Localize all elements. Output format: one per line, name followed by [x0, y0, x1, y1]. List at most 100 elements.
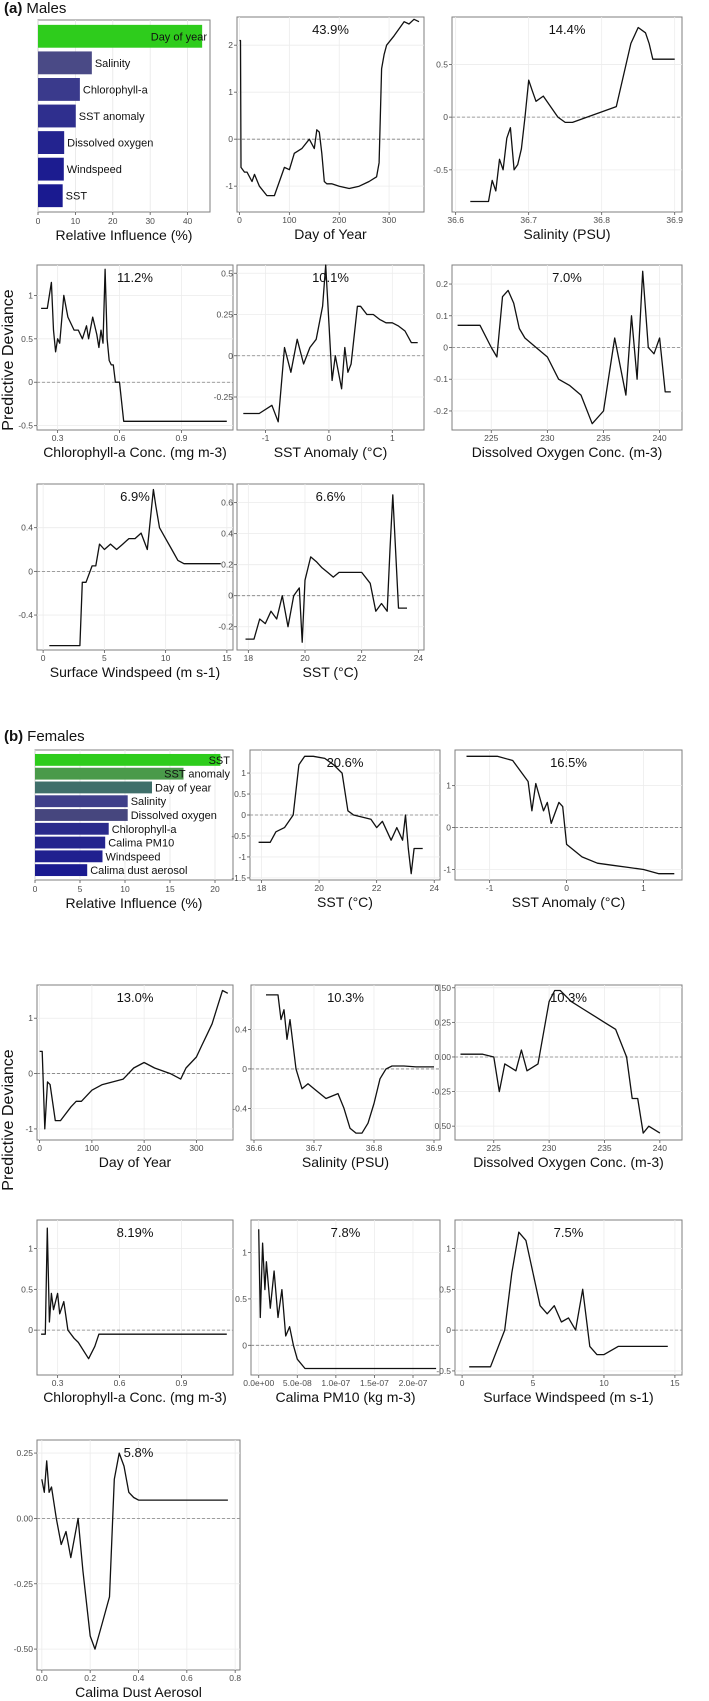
- bar-salinity: [38, 51, 92, 75]
- panel-m1: 0 100 200 300 -1 0 1 2 43.9% Day of Year: [225, 16, 425, 242]
- x-tick-label: 235: [597, 1143, 611, 1153]
- y-tick-label: 1: [28, 1013, 33, 1023]
- partial-dependence-line: [258, 755, 423, 875]
- x-axis-title: Dissolved Oxygen Conc. (m-3): [472, 444, 663, 460]
- x-tick-label: 10: [120, 884, 130, 894]
- influence-percent-label: 20.6%: [327, 755, 364, 770]
- y-tick-label: 0.50: [434, 983, 451, 993]
- influence-percent-label: 5.8%: [124, 1445, 154, 1460]
- influence-percent-label: 7.8%: [331, 1225, 361, 1240]
- bar-label: Chlorophyll-a: [112, 824, 178, 836]
- bar-calima-pm10: [35, 836, 106, 849]
- x-axis-title: Salinity (PSU): [523, 226, 610, 242]
- plot-frame: [454, 749, 683, 881]
- x-tick-label: 5: [102, 653, 107, 663]
- bar-label: Day of year: [151, 31, 208, 43]
- bar-chlorophyll-a: [38, 78, 80, 101]
- y-tick-label: 0.00: [16, 1513, 33, 1523]
- panel-f8: 0 5 10 15 -0.5 0 0.5 1 7.5% Surface Windspeed (m …: [436, 1219, 683, 1405]
- x-tick-label: 0.8: [229, 1673, 241, 1683]
- bar-chlorophyll-a: [35, 822, 109, 835]
- y-tick-label: -0.4: [18, 610, 33, 620]
- x-tick-label: 15: [222, 653, 232, 663]
- y-tick-label: -1: [25, 1124, 33, 1134]
- section-b-label: (b) Females: [4, 728, 85, 745]
- y-tick-label: 0: [242, 1064, 247, 1074]
- x-axis-title: Dissolved Oxygen Conc. (m-3): [473, 1154, 664, 1170]
- y-tick-label: 0: [28, 1325, 33, 1335]
- partial-dependence-line: [41, 268, 227, 422]
- bar-label: Salinity: [95, 58, 131, 70]
- y-tick-label: 2: [228, 40, 233, 50]
- panel-m7: 18 20 22 24 -0.2 0 0.2 0.4 0.6 6.6% SST (°C): [218, 483, 425, 680]
- y-tick-label: -1: [225, 181, 233, 191]
- x-tick-label: 0.0: [36, 1673, 48, 1683]
- bar-windspeed: [35, 850, 103, 863]
- x-tick-label: 10: [599, 1378, 609, 1388]
- bar-day-of-year: [38, 24, 203, 48]
- y-tick-label: 0: [241, 810, 246, 820]
- x-tick-label: 0: [237, 215, 242, 225]
- bar-label: Salinity: [131, 796, 167, 808]
- plot-frame: [36, 1219, 234, 1376]
- x-tick-label: 30: [145, 216, 155, 226]
- x-tick-label: 0: [41, 653, 46, 663]
- y-tick-label: -0.1: [433, 374, 448, 384]
- y-tick-label: 0.4: [221, 529, 233, 539]
- y-tick-label: 0.00: [434, 1052, 451, 1062]
- y-axis-title-females: Predictive Deviance: [0, 1049, 17, 1191]
- influence-percent-label: 43.9%: [312, 22, 349, 37]
- y-tick-label: -0.25: [14, 1579, 34, 1589]
- panel-f9: 0.0 0.2 0.4 0.6 0.8 -0.50 -0.25 0.00 0.25 5.8% Cal…: [14, 1439, 241, 1700]
- bar-calima-dust-aerosol: [35, 864, 88, 877]
- x-axis-title: Surface Windspeed (m s-1): [483, 1389, 653, 1405]
- x-tick-label: 36.6: [246, 1143, 263, 1153]
- y-tick-label: 0: [28, 566, 33, 576]
- y-tick-label: 0: [446, 1325, 451, 1335]
- influence-percent-label: 8.19%: [117, 1225, 154, 1240]
- bar-dissolved-oxygen: [38, 131, 65, 154]
- y-tick-label: 0: [28, 1069, 33, 1079]
- y-tick-label: 0.1: [436, 311, 448, 321]
- x-tick-label: 36.8: [593, 215, 610, 225]
- y-tick-label: 0.2: [436, 279, 448, 289]
- bar-label: Windspeed: [67, 164, 122, 176]
- x-tick-label: 200: [332, 215, 346, 225]
- x-tick-label: 40: [183, 216, 193, 226]
- x-axis-title: Calima PM10 (kg m-3): [275, 1389, 415, 1405]
- plot-frame: [236, 16, 425, 213]
- bar-sst-anomaly: [38, 104, 76, 128]
- panel-m4: -1 0 1 -0.25 0 0.25 0.5 10.1% SST Anomaly (°C): [214, 264, 425, 460]
- y-tick-label: 1: [242, 1247, 247, 1257]
- bar-sst-anomaly: [35, 767, 184, 780]
- y-tick-label: 0: [228, 351, 233, 361]
- x-tick-label: 36.6: [447, 215, 464, 225]
- y-tick-label: 1: [28, 1244, 33, 1254]
- y-tick-label: 0.25: [434, 1017, 451, 1027]
- panel-f7: 0.0e+00 5.0e-08 1.0e-07 1.5e-07 2.0e-07 0 0.5 1…: [235, 1219, 441, 1405]
- x-tick-label: 24: [430, 883, 440, 893]
- y-tick-label: 0.50: [434, 1121, 451, 1131]
- x-tick-label: 22: [357, 653, 367, 663]
- partial-dependence-line: [466, 755, 675, 875]
- y-tick-label: -0.5: [18, 421, 33, 431]
- y-tick-label: -1.5: [231, 873, 246, 883]
- x-axis-title: Day of Year: [99, 1154, 172, 1170]
- x-tick-label: 22: [372, 883, 382, 893]
- x-tick-label: 15: [165, 884, 175, 894]
- x-tick-label: 20: [210, 884, 220, 894]
- influence-percent-label: 16.5%: [550, 755, 587, 770]
- x-tick-label: 36.8: [366, 1143, 383, 1153]
- x-tick-label: 0.2: [84, 1673, 96, 1683]
- x-tick-label: 18: [257, 883, 267, 893]
- x-tick-label: 0.4: [133, 1673, 145, 1683]
- x-tick-label: 0: [327, 433, 332, 443]
- partial-dependence-line: [470, 26, 675, 203]
- y-tick-label: 1: [446, 781, 451, 791]
- x-tick-label: 1: [641, 883, 646, 893]
- y-tick-label: -1: [443, 865, 451, 875]
- y-tick-label: 0: [443, 343, 448, 353]
- x-axis-title: Chlorophyll-a Conc. (mg m-3): [43, 444, 227, 460]
